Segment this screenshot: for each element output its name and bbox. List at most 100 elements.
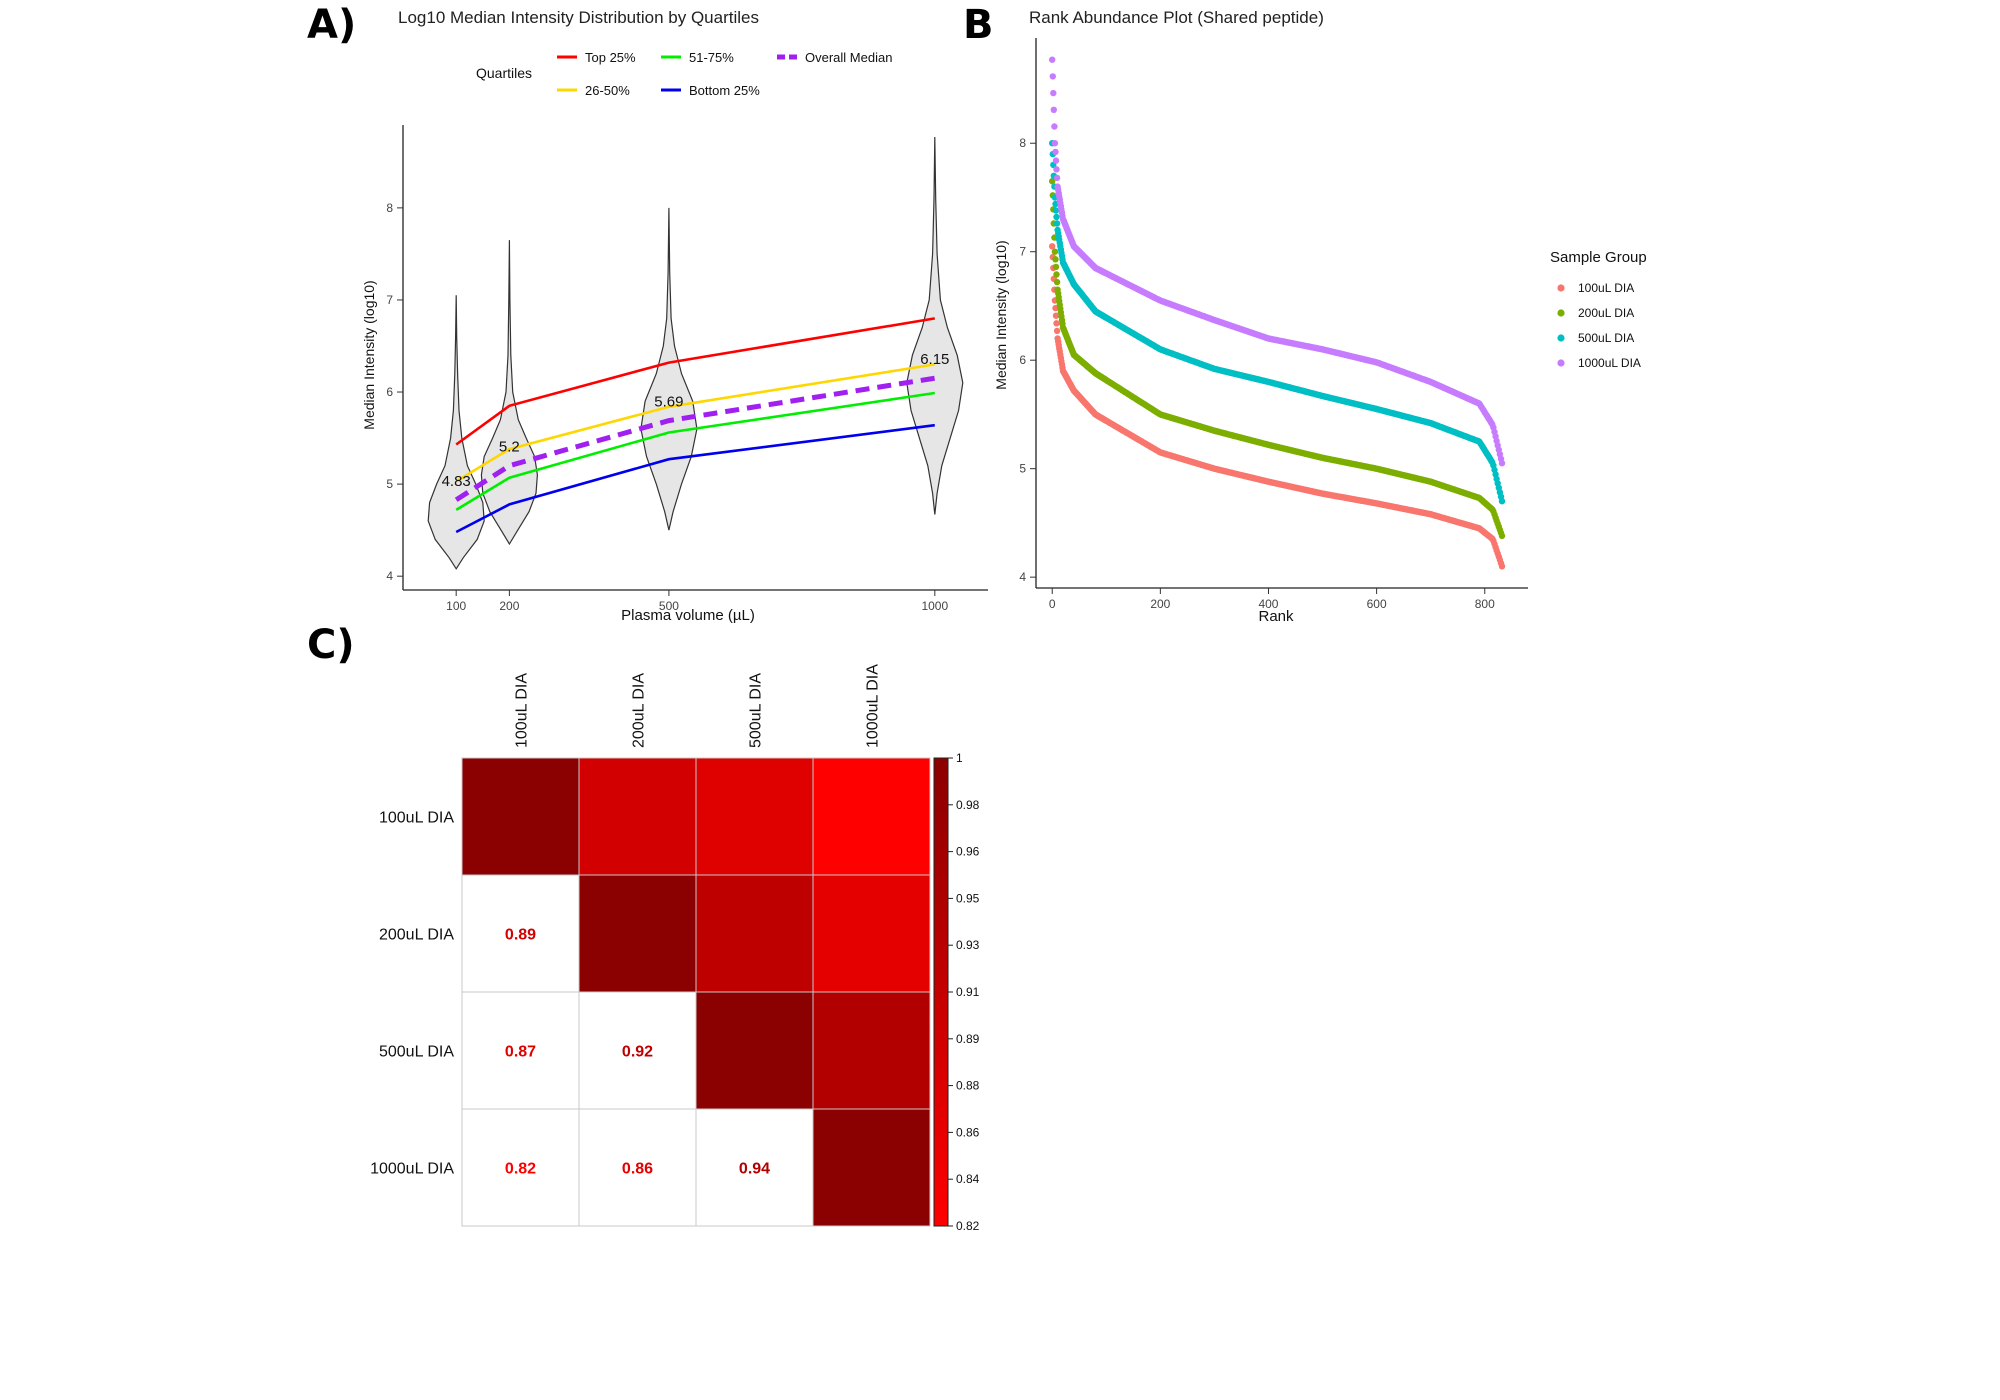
colorbar-tick-label: 0.96 — [956, 845, 980, 859]
heatmap-cell — [695, 757, 814, 876]
violin-panel: Log10 Median Intensity Distribution by Q… — [361, 8, 988, 624]
median-value-label: 6.15 — [920, 351, 949, 368]
y-tick-label: 6 — [386, 385, 393, 399]
x-tick-label: 800 — [1475, 597, 1495, 611]
legend-label: 26-50% — [585, 83, 630, 98]
heatmap-cell — [695, 991, 814, 1110]
rank-point — [1498, 460, 1506, 467]
legend-label: Overall Median — [805, 50, 892, 65]
rank-point — [1049, 178, 1056, 185]
violin-legend-title: Quartiles — [476, 65, 532, 81]
heatmap-cell — [812, 757, 931, 876]
heatmap-cell — [695, 1108, 814, 1227]
heatmap-row-label: 1000uL DIA — [370, 1161, 454, 1178]
correlation-cells: 0.89 0.87 0.92 0.82 0.86 0.94 — [461, 757, 931, 1227]
legend-key-dot — [1557, 284, 1565, 292]
heatmap-cell — [812, 991, 931, 1110]
rank-point — [1053, 271, 1060, 278]
y-tick-label: 8 — [1019, 136, 1026, 150]
rank-point — [1052, 312, 1060, 319]
rank-point — [1051, 140, 1059, 147]
heatmap-value-label: 0.86 — [622, 1161, 653, 1178]
heatmap-cell — [578, 1108, 697, 1227]
heatmap-value-label: 0.89 — [505, 927, 536, 944]
heatmap-row-label: 200uL DIA — [379, 927, 454, 944]
series-line — [454, 375, 936, 502]
series-line — [455, 317, 936, 446]
heatmap-value-label: 0.82 — [505, 1161, 536, 1178]
rank-point — [1049, 56, 1056, 63]
y-tick-label: 5 — [1019, 462, 1026, 476]
rank-point — [1498, 563, 1506, 570]
x-tick-label: 0 — [1049, 597, 1056, 611]
y-tick-label: 7 — [386, 293, 393, 307]
heatmap-cell — [578, 874, 697, 993]
heatmap-cell — [812, 1108, 931, 1227]
quartile-lines — [454, 317, 936, 534]
series-line — [455, 363, 936, 483]
median-value-label: 5.69 — [654, 394, 683, 411]
rank-legend: Sample Group 100uL DIA 200uL DIA 500uL DIA… — [1550, 249, 1647, 370]
heatmap-row-label: 100uL DIA — [379, 810, 454, 827]
colorbar-tick-label: 0.91 — [956, 985, 980, 999]
rank-point — [1051, 123, 1058, 130]
heatmap-value-label: 0.92 — [622, 1044, 653, 1061]
rank-axes: 0 200 400 600 800 4 5 6 7 8 — [1019, 38, 1528, 611]
x-tick-label: 400 — [1258, 597, 1278, 611]
series-line — [455, 391, 935, 512]
violin-shape — [640, 207, 698, 531]
y-tick-label: 5 — [386, 477, 393, 491]
y-tick-label: 6 — [1019, 353, 1026, 367]
rank-point — [1053, 278, 1061, 286]
x-tick-label: 600 — [1367, 597, 1387, 611]
rank-point — [1052, 157, 1060, 164]
x-tick-label: 100 — [446, 599, 466, 613]
rank-point — [1053, 220, 1061, 227]
legend-key-dot — [1557, 334, 1565, 342]
legend-key-dot — [1557, 359, 1565, 367]
rank-point — [1053, 327, 1061, 335]
legend-label: 1000uL DIA — [1578, 356, 1641, 370]
rank-point — [1052, 200, 1059, 208]
panel-label-b: B — [963, 2, 994, 48]
violin-shape — [906, 136, 964, 515]
legend-label: Top 25% — [585, 50, 636, 65]
y-tick-label: 7 — [1019, 245, 1026, 259]
colorbar-tick-label: 0.82 — [956, 1219, 980, 1233]
x-tick-label: 1000 — [921, 599, 948, 613]
violin-shape — [427, 295, 485, 570]
heatmap-cell — [461, 874, 580, 993]
panel-label-c: C) — [307, 622, 355, 668]
heatmap-col-label: 500uL DIA — [748, 673, 765, 748]
legend-key-dot — [1557, 309, 1565, 317]
x-tick-label: 200 — [499, 599, 519, 613]
correlation-colorbar: 1 0.98 0.96 0.95 0.93 0.91 0.89 0.88 0.86 0.84 0.8… — [933, 751, 980, 1233]
heatmap-cell — [461, 757, 580, 876]
heatmap-cell — [695, 874, 814, 993]
x-tick-label: 500 — [659, 599, 679, 613]
violin-axes: 100 200 500 1000 4 5 6 7 8 — [386, 125, 988, 613]
heatmap-cell — [461, 991, 580, 1110]
rank-point — [1053, 213, 1060, 221]
rank-point — [1049, 73, 1057, 80]
legend-label: 51-75% — [689, 50, 734, 65]
median-value-label: 4.83 — [442, 473, 471, 490]
rank-point — [1052, 207, 1060, 214]
median-labels: 4.83 5.2 5.69 6.15 — [442, 351, 950, 490]
colorbar-bar — [933, 757, 949, 1227]
violin-y-axis-title: Median Intensity (log10) — [361, 280, 377, 429]
rank-y-axis-title: Median Intensity (log10) — [993, 240, 1009, 389]
colorbar-tick-label: 0.86 — [956, 1125, 980, 1139]
panel-label-a: A) — [307, 2, 357, 48]
correlation-panel: 0.89 0.87 0.92 0.82 0.86 0.94 100uL DIA 200uL … — [370, 664, 980, 1233]
rank-point — [1053, 320, 1060, 327]
rank-point — [1051, 248, 1059, 255]
legend-label: 100uL DIA — [1578, 281, 1634, 295]
rank-point — [1498, 532, 1506, 540]
series-line — [455, 423, 935, 534]
heatmap-cell — [578, 991, 697, 1110]
heatmap-cell — [578, 757, 697, 876]
colorbar-tick-label: 0.95 — [956, 891, 980, 905]
y-tick-label: 4 — [1019, 570, 1026, 584]
